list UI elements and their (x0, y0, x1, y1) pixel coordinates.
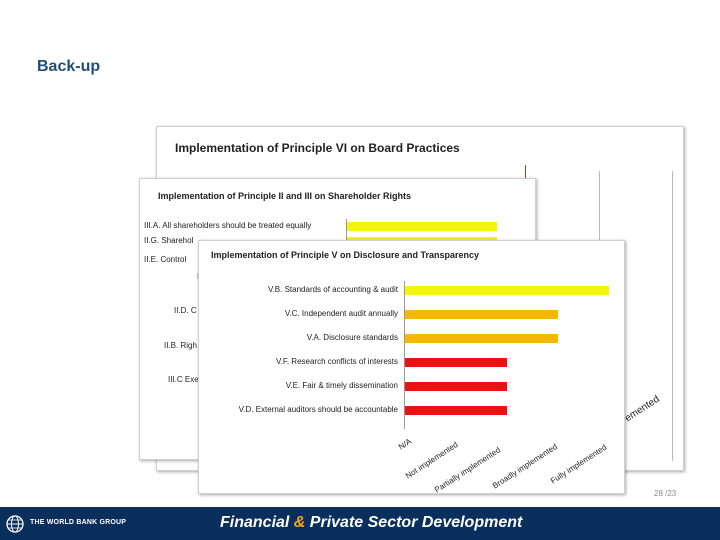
chart-x-tick-label: Broadly implemented (490, 441, 559, 491)
tagline-ampersand: & (293, 514, 306, 531)
chart-area: V.B. Standards of accounting & audit V.C.… (199, 241, 624, 493)
world-bank-globe-icon (6, 515, 24, 533)
chart-x-tick-label: N/A (396, 436, 414, 452)
shareholder-label: II.B. Righ (164, 341, 197, 350)
chart-bar (405, 334, 558, 343)
board-practices-title: Implementation of Principle VI on Board … (175, 141, 460, 155)
slide-title: Back-up (37, 58, 101, 75)
chart-bar (405, 382, 507, 391)
shareholder-rights-title: Implementation of Principle II and III o… (158, 191, 412, 201)
chart-category-label: V.D. External auditors should be account… (238, 405, 398, 414)
chart-axis-line (404, 281, 405, 429)
chart-bar (405, 310, 558, 319)
chart-bar (405, 406, 507, 415)
shareholder-label: II.D. C (174, 306, 197, 315)
shareholder-label: III.A. All shareholders should be treate… (144, 221, 312, 230)
page-number: 28 /23 (654, 489, 677, 498)
chart-category-label: V.A. Disclosure standards (306, 333, 398, 342)
chart-category-label: V.E. Fair & timely dissemination (285, 381, 398, 390)
board-rotated-label: emented (623, 393, 662, 425)
tagline-part1: Financial (220, 514, 294, 531)
disclosure-transparency-card: Implementation of Principle V on Disclos… (198, 240, 625, 494)
board-gridline (672, 171, 673, 461)
world-bank-group-text: THE WORLD BANK GROUP (30, 519, 127, 526)
chart-title: Implementation of Principle V on Disclos… (211, 250, 480, 260)
tagline-part2: Private Sector Development (305, 514, 523, 531)
chart-category-label: V.F. Research conflicts of interests (276, 357, 398, 366)
chart-bar (405, 286, 609, 295)
shareholder-label: II.G. Sharehol (144, 236, 194, 245)
chart-bar (405, 358, 507, 367)
fpsd-tagline: Financial & Private Sector Development (220, 514, 522, 532)
chart-category-label: V.C. Independent audit annually (284, 309, 398, 318)
footer-bar: THE WORLD BANK GROUP Financial & Private… (0, 507, 720, 540)
shareholder-label: III.C Exer (168, 375, 202, 384)
shareholder-bar (347, 222, 497, 231)
chart-category-label: V.B. Standards of accounting & audit (267, 285, 398, 294)
shareholder-label: II.E. Control (144, 255, 187, 264)
